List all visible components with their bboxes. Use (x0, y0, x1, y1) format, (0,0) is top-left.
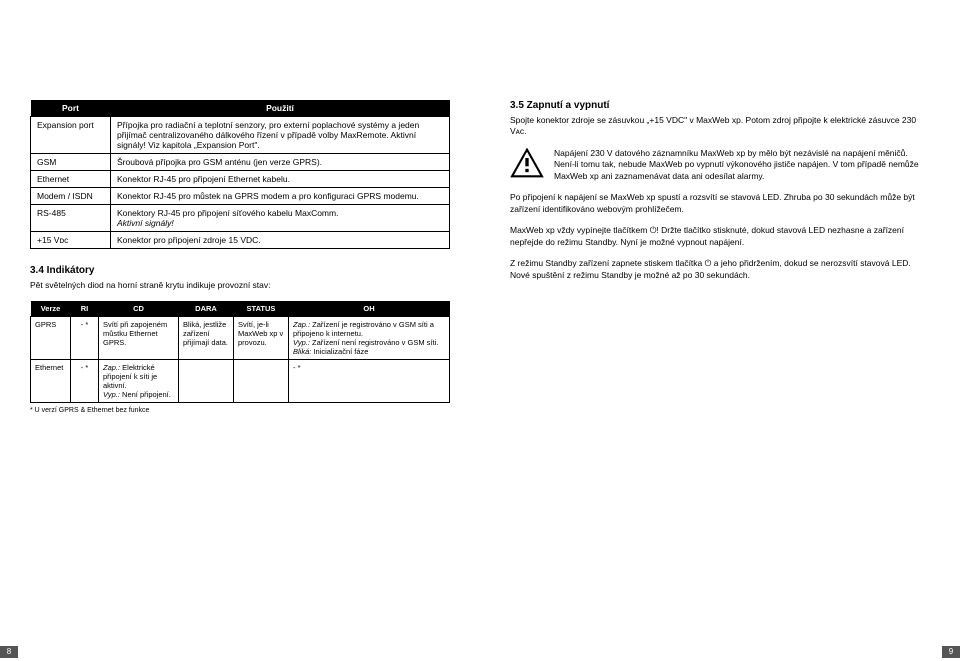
table-row: +15 VᴅᴄKonektor pro připojení zdroje 15 … (31, 232, 450, 249)
led-cell: - * (71, 317, 99, 360)
left-page: Port Použití Expansion portPřípojka pro … (0, 100, 480, 630)
led-cell: Zap.: Zařízení je registrováno v GSM sít… (289, 317, 450, 360)
port-cell: +15 Vᴅᴄ (31, 232, 111, 249)
table-row: Modem / ISDNKonektor RJ-45 pro můstek na… (31, 188, 450, 205)
table-row: RS-485Konektory RJ-45 pro připojení síťo… (31, 205, 450, 232)
page-number-left: 8 (0, 646, 18, 658)
port-cell: Expansion port (31, 117, 111, 154)
led-header: DARA (179, 301, 234, 317)
table-row: Expansion portPřípojka pro radiační a te… (31, 117, 450, 154)
port-cell: Ethernet (31, 171, 111, 188)
led-cell: Svítí, je-li MaxWeb xp v provozu. (234, 317, 289, 360)
p-after-power: Po připojení k napájení se MaxWeb xp spu… (510, 192, 930, 215)
right-page: 3.5 Zapnutí a vypnutí Spojte konektor zd… (480, 100, 960, 630)
port-cell: Modem / ISDN (31, 188, 111, 205)
port-cell: GSM (31, 154, 111, 171)
led-cell (234, 360, 289, 403)
use-cell: Konektor RJ-45 pro můstek na GPRS modem … (111, 188, 450, 205)
use-cell: Konektor RJ-45 pro připojení Ethernet ka… (111, 171, 450, 188)
section-3-4-title: 3.4 Indikátory (30, 265, 450, 276)
p-turn-off: MaxWeb xp vždy vypínejte tlačítkem ⏻! Dr… (510, 225, 930, 248)
p-connect-power: Spojte konektor zdroje se zásuvkou „+15 … (510, 115, 930, 138)
led-table-footnote: * U verzí GPRS & Ethernet bez funkce (30, 407, 450, 414)
led-cell (179, 360, 234, 403)
warning-icon (510, 148, 544, 180)
warning-block: Napájení 230 V datového záznamníku MaxWe… (510, 148, 930, 182)
led-cell: - * (289, 360, 450, 403)
led-header: CD (99, 301, 179, 317)
led-indicator-table: VerzeRICDDARASTATUSOH GPRS- *Svítí při z… (30, 301, 450, 403)
page-number-right: 9 (942, 646, 960, 658)
use-cell: Konektor pro připojení zdroje 15 VDC. (111, 232, 450, 249)
section-3-5-title: 3.5 Zapnutí a vypnutí (510, 100, 930, 111)
led-header: Verze (31, 301, 71, 317)
use-cell: Konektory RJ-45 pro připojení síťového k… (111, 205, 450, 232)
led-cell: - * (71, 360, 99, 403)
use-cell: Šroubová přípojka pro GSM anténu (jen ve… (111, 154, 450, 171)
port-usage-table: Port Použití Expansion portPřípojka pro … (30, 100, 450, 249)
port-cell: RS-485 (31, 205, 111, 232)
table-row: GSMŠroubová přípojka pro GSM anténu (jen… (31, 154, 450, 171)
led-cell: Ethernet (31, 360, 71, 403)
led-cell: Zap.: Elektrické připojení k síti je akt… (99, 360, 179, 403)
use-header: Použití (111, 100, 450, 117)
section-3-4-intro: Pět světelných diod na horní straně kryt… (30, 280, 450, 291)
port-header: Port (31, 100, 111, 117)
led-header: RI (71, 301, 99, 317)
led-cell: Bliká, jestliže zařízení přijímají data. (179, 317, 234, 360)
use-cell: Přípojka pro radiační a teplotní senzory… (111, 117, 450, 154)
led-header: STATUS (234, 301, 289, 317)
table-row: EthernetKonektor RJ-45 pro připojení Eth… (31, 171, 450, 188)
table-row: GPRS- *Svítí při zapojeném můstku Ethern… (31, 317, 450, 360)
table-row: Ethernet- *Zap.: Elektrické připojení k … (31, 360, 450, 403)
p4a: Z režimu Standby zařízení zapnete stiske… (510, 258, 705, 268)
led-header: OH (289, 301, 450, 317)
page-spread: Port Použití Expansion portPřípojka pro … (0, 100, 960, 630)
p3a: MaxWeb xp vždy vypínejte tlačítkem (510, 225, 650, 235)
warning-text: Napájení 230 V datového záznamníku MaxWe… (554, 148, 930, 182)
p-standby: Z režimu Standby zařízení zapnete stiske… (510, 258, 930, 281)
led-cell: GPRS (31, 317, 71, 360)
led-cell: Svítí při zapojeném můstku Ethernet GPRS… (99, 317, 179, 360)
